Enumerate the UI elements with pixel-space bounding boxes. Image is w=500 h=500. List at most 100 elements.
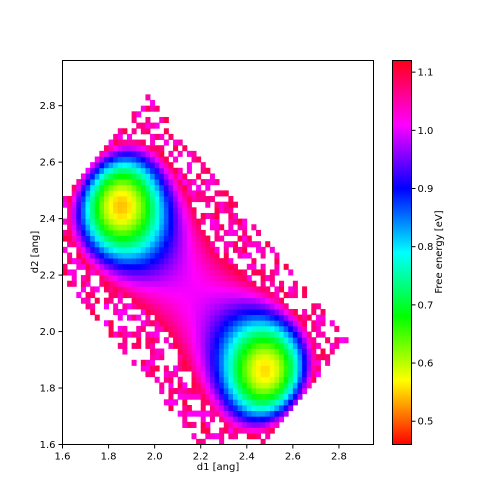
heatmap-cell (302, 308, 308, 316)
heatmap-cell (168, 229, 174, 236)
heatmap-cell (283, 263, 289, 270)
heatmap-cell (334, 342, 340, 349)
heatmap-cell (136, 252, 142, 259)
heatmap-cell (140, 246, 146, 253)
heatmap-cell (67, 207, 73, 214)
heatmap-cell (265, 354, 271, 361)
heatmap-cell (145, 359, 151, 366)
heatmap-cell (182, 173, 188, 180)
heatmap-cell (274, 393, 280, 400)
heatmap-cell (214, 235, 220, 242)
heatmap-cell (219, 393, 225, 400)
heatmap-cell (288, 388, 294, 395)
heatmap-cell (108, 179, 114, 186)
heatmap-cell (131, 314, 137, 321)
heatmap-cell (292, 393, 298, 400)
heatmap-cell (260, 297, 266, 304)
heatmap-cell (269, 269, 275, 276)
heatmap-cell (265, 359, 271, 366)
heatmap-cell (159, 297, 165, 304)
heatmap-cell (108, 196, 114, 203)
heatmap-cell (302, 371, 308, 378)
heatmap-cell (145, 145, 151, 152)
heatmap-cell (159, 224, 165, 231)
heatmap-cell (214, 252, 220, 259)
heatmap-cell (265, 371, 271, 378)
heatmap-cell (260, 388, 266, 395)
heatmap-cell (182, 320, 188, 327)
heatmap-cell (150, 162, 156, 169)
heatmap-cell (209, 196, 215, 203)
heatmap-cell (329, 342, 335, 349)
heatmap-cell (232, 416, 238, 423)
heatmap-cell (228, 229, 234, 236)
heatmap-cell (140, 325, 146, 332)
heatmap-cell (127, 246, 133, 253)
heatmap-cell (292, 348, 298, 355)
heatmap-cell (251, 399, 257, 406)
heatmap-cell (177, 184, 183, 191)
heatmap-cell (103, 258, 109, 265)
heatmap-cell (67, 258, 73, 265)
heatmap-cell (71, 241, 77, 248)
heatmap-cell (223, 263, 229, 270)
heatmap-cell (219, 399, 225, 406)
heatmap-cell (163, 325, 169, 332)
heatmap-cell (209, 241, 215, 248)
heatmap-cell (80, 246, 86, 253)
heatmap-cell (219, 269, 225, 276)
heatmap-cell (228, 292, 234, 299)
heatmap-cell (237, 399, 243, 406)
heatmap-cell (163, 263, 169, 270)
heatmap-cell (186, 325, 192, 332)
heatmap-cell (191, 252, 197, 259)
heatmap-cell (269, 359, 275, 366)
heatmap-cell (260, 331, 266, 338)
heatmap-cell (265, 399, 271, 406)
heatmap-cell (200, 416, 206, 423)
heatmap-cell (232, 292, 238, 299)
heatmap-cell (131, 263, 137, 270)
y-tick-label: 2.4 (40, 214, 56, 225)
heatmap-cell (246, 371, 252, 378)
colorbar-tick-label: 0.8 (418, 242, 434, 253)
heatmap-cell (177, 286, 183, 293)
heatmap-cell (315, 303, 321, 310)
heatmap-cell (99, 150, 105, 157)
heatmap-cell (315, 320, 321, 327)
heatmap-cell (108, 241, 114, 248)
heatmap-cell (260, 354, 266, 361)
heatmap-cell (315, 342, 321, 349)
heatmap-cell (242, 325, 248, 332)
heatmap-cell (173, 308, 179, 316)
heatmap-cell (260, 410, 266, 417)
heatmap-cell (186, 258, 192, 265)
heatmap-cell (173, 184, 179, 191)
heatmap-cell (136, 218, 142, 225)
heatmap-cell (265, 421, 271, 428)
heatmap-cell (274, 292, 280, 299)
heatmap-cell (196, 354, 202, 361)
heatmap-cell (209, 348, 215, 355)
heatmap-cell (150, 156, 156, 163)
heatmap-cell (173, 258, 179, 265)
heatmap-cell (76, 190, 82, 197)
heatmap-cell (274, 388, 280, 395)
heatmap-cell (99, 241, 105, 248)
heatmap-cell (71, 275, 77, 282)
heatmap-cell (288, 365, 294, 372)
heatmap-cell (117, 190, 123, 197)
heatmap-cell (122, 224, 128, 231)
heatmap-cell (196, 229, 202, 236)
heatmap-cell (274, 371, 280, 378)
heatmap-cell (145, 212, 151, 220)
heatmap-cell (154, 275, 160, 282)
heatmap-cell (320, 314, 326, 321)
heatmap-cell (246, 404, 252, 412)
heatmap-cell (163, 179, 169, 186)
heatmap-cell (279, 297, 285, 304)
heatmap-cell (209, 354, 215, 361)
heatmap-cell (90, 167, 96, 174)
heatmap-cell (108, 145, 114, 152)
heatmap-cell (246, 365, 252, 372)
